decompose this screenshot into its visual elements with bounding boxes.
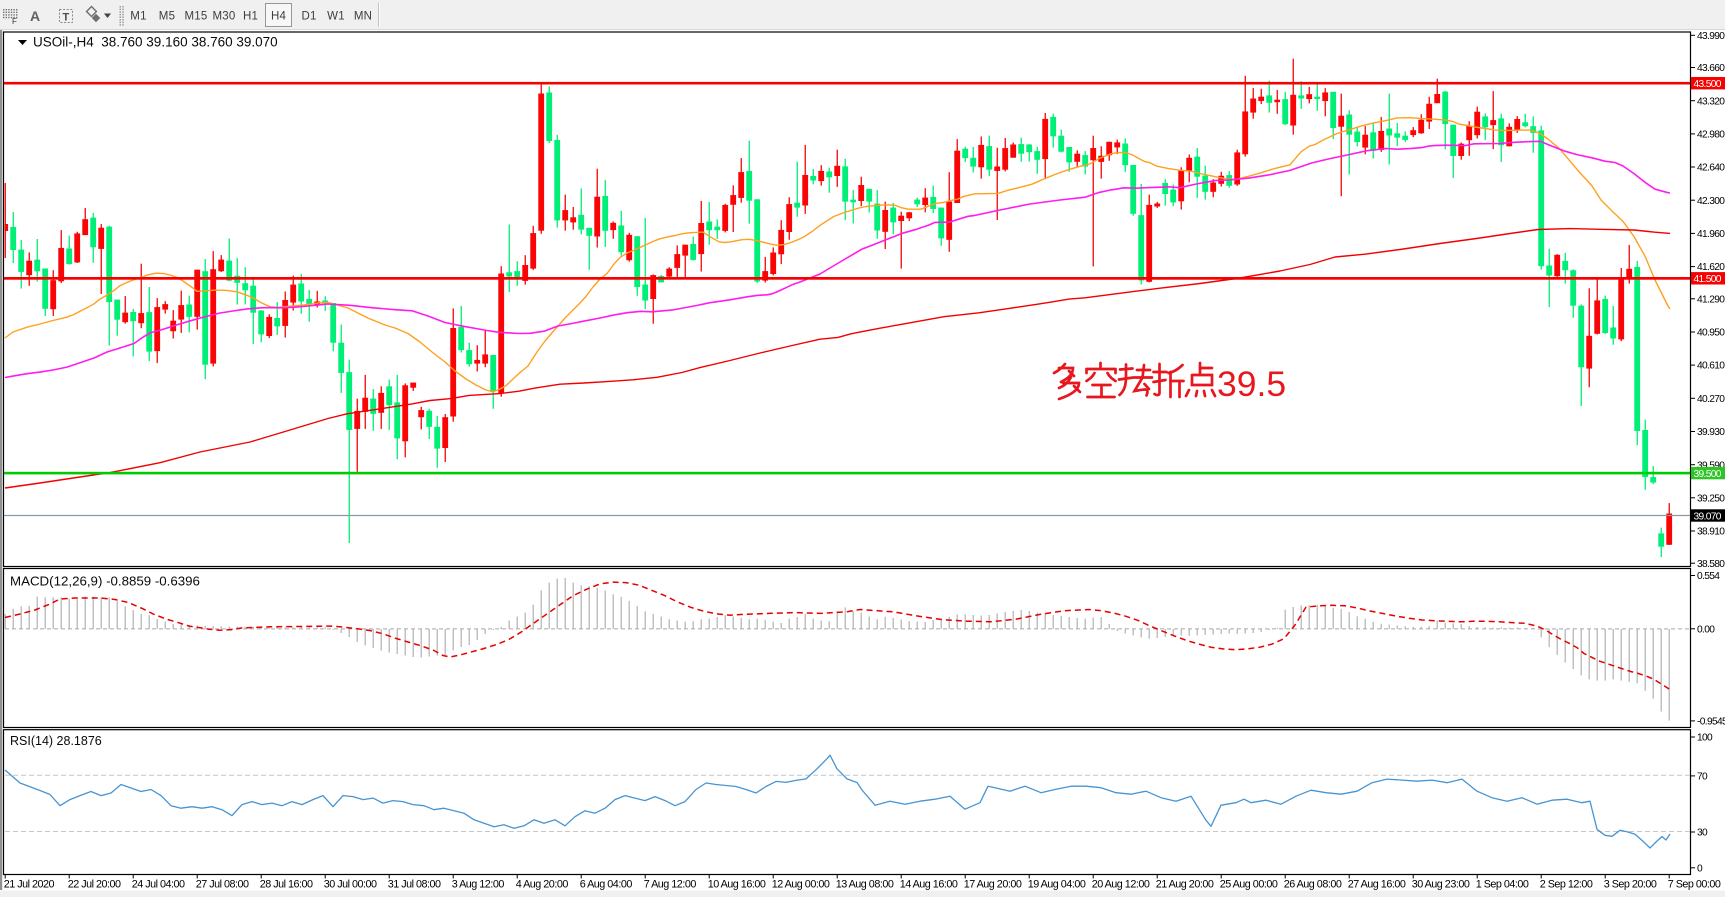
svg-text:MN: MN: [354, 11, 372, 23]
svg-text:30 Jul 00:00: 30 Jul 00:00: [324, 879, 377, 891]
svg-text:H4: H4: [271, 11, 287, 23]
svg-text:39.250: 39.250: [1697, 493, 1725, 504]
svg-text:M5: M5: [159, 11, 175, 23]
svg-text:28 Jul 16:00: 28 Jul 16:00: [260, 879, 313, 891]
svg-text:25 Aug 00:00: 25 Aug 00:00: [1220, 879, 1278, 891]
svg-text:39.590: 39.590: [1697, 460, 1725, 471]
svg-text:42.300: 42.300: [1697, 196, 1725, 207]
svg-text:MACD(12,26,9) -0.8859 -0.6396: MACD(12,26,9) -0.8859 -0.6396: [10, 574, 200, 589]
svg-text:38.580: 38.580: [1697, 559, 1725, 570]
svg-text:38.910: 38.910: [1697, 527, 1725, 538]
svg-text:39.500: 39.500: [1694, 469, 1722, 480]
svg-text:27 Jul 08:00: 27 Jul 08:00: [196, 879, 249, 891]
svg-text:0.00: 0.00: [1697, 624, 1715, 635]
svg-text:24 Jul 04:00: 24 Jul 04:00: [132, 879, 185, 891]
svg-text:M1: M1: [130, 11, 146, 23]
svg-text:-0.9545: -0.9545: [1697, 717, 1725, 728]
svg-text:43.660: 43.660: [1697, 63, 1725, 74]
svg-text:1 Sep 04:00: 1 Sep 04:00: [1476, 879, 1529, 891]
svg-text:42.640: 42.640: [1697, 163, 1725, 174]
svg-text:100: 100: [1697, 733, 1713, 744]
svg-text:M30: M30: [213, 11, 236, 23]
svg-text:70: 70: [1697, 772, 1708, 783]
svg-text:30 Aug 23:00: 30 Aug 23:00: [1412, 879, 1470, 891]
svg-text:0.554: 0.554: [1697, 571, 1720, 582]
svg-text:19 Aug 04:00: 19 Aug 04:00: [1028, 879, 1086, 891]
svg-text:41.960: 41.960: [1697, 229, 1725, 240]
svg-text:4 Aug 20:00: 4 Aug 20:00: [516, 879, 569, 891]
svg-text:T: T: [63, 12, 70, 24]
svg-text:27 Aug 16:00: 27 Aug 16:00: [1348, 879, 1406, 891]
svg-text:0: 0: [1697, 863, 1703, 874]
svg-text:43.320: 43.320: [1697, 96, 1725, 107]
svg-text:14 Aug 16:00: 14 Aug 16:00: [900, 879, 958, 891]
svg-text:M15: M15: [185, 11, 208, 23]
svg-text:12 Aug 00:00: 12 Aug 00:00: [772, 879, 830, 891]
svg-text:21 Aug 20:00: 21 Aug 20:00: [1156, 879, 1214, 891]
svg-text:RSI(14) 28.1876: RSI(14) 28.1876: [10, 734, 102, 748]
svg-text:26 Aug 08:00: 26 Aug 08:00: [1284, 879, 1342, 891]
svg-text:A: A: [30, 8, 40, 24]
svg-text:41.290: 41.290: [1697, 294, 1725, 305]
svg-text:41.500: 41.500: [1694, 274, 1722, 285]
svg-text:H1: H1: [243, 11, 258, 23]
svg-text:3 Sep 20:00: 3 Sep 20:00: [1604, 879, 1657, 891]
svg-text:40.950: 40.950: [1697, 328, 1725, 339]
svg-text:39.070: 39.070: [1694, 511, 1722, 522]
svg-text:40.270: 40.270: [1697, 394, 1725, 405]
svg-text:USOil-,H4 38.760 39.160 38.76: USOil-,H4 38.760 39.160 38.760 39.070: [33, 35, 278, 50]
svg-text:43.500: 43.500: [1694, 79, 1722, 90]
svg-text:W1: W1: [327, 11, 345, 23]
svg-text:42.980: 42.980: [1697, 130, 1725, 141]
svg-text:17 Aug 20:00: 17 Aug 20:00: [964, 879, 1022, 891]
svg-text:40.610: 40.610: [1697, 361, 1725, 372]
svg-text:20 Aug 12:00: 20 Aug 12:00: [1092, 879, 1150, 891]
svg-text:2 Sep 12:00: 2 Sep 12:00: [1540, 879, 1593, 891]
svg-text:7 Sep 00:00: 7 Sep 00:00: [1668, 879, 1721, 891]
svg-text:13 Aug 08:00: 13 Aug 08:00: [836, 879, 894, 891]
svg-text:22 Jul 20:00: 22 Jul 20:00: [68, 879, 121, 891]
svg-text:31 Jul 08:00: 31 Jul 08:00: [388, 879, 441, 891]
svg-text:21 Jul 2020: 21 Jul 2020: [4, 879, 55, 891]
svg-text:39.5: 39.5: [1217, 364, 1286, 404]
svg-text:41.620: 41.620: [1697, 262, 1725, 273]
svg-text:6 Aug 04:00: 6 Aug 04:00: [580, 879, 633, 891]
svg-text:43.990: 43.990: [1697, 31, 1725, 42]
svg-text:3 Aug 12:00: 3 Aug 12:00: [452, 879, 505, 891]
svg-text:39.930: 39.930: [1697, 427, 1725, 438]
svg-text:F: F: [12, 17, 17, 26]
svg-text:30: 30: [1697, 828, 1708, 839]
svg-text:10 Aug 16:00: 10 Aug 16:00: [708, 879, 766, 891]
svg-text:D1: D1: [301, 11, 316, 23]
svg-text:7 Aug 12:00: 7 Aug 12:00: [644, 879, 697, 891]
